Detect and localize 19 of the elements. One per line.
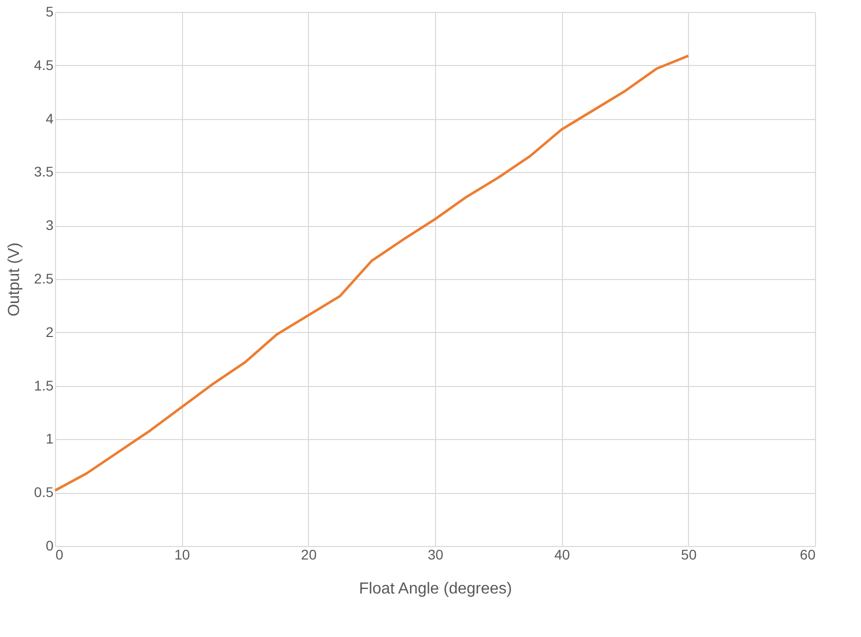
line-series <box>54 54 690 492</box>
x-tick-label: 30 <box>428 546 444 562</box>
y-tick-label: 3 <box>46 217 54 234</box>
y-tick-label: 2 <box>46 324 54 340</box>
y-tick-label: 3.5 <box>34 164 54 180</box>
y-tick-label: 5 <box>46 4 54 20</box>
x-tick-label: 20 <box>301 546 317 562</box>
x-tick-label: 40 <box>554 546 570 562</box>
x-tick-label: 10 <box>174 546 190 562</box>
y-tick-label: 4.5 <box>34 56 54 73</box>
y-tick-label: 2.5 <box>34 270 54 286</box>
y-tick-label: 1.5 <box>34 377 54 394</box>
y-axis-title: Output (V) <box>6 242 24 316</box>
x-tick-label: 50 <box>681 546 697 562</box>
x-axis-title: Float Angle (degrees) <box>359 580 512 598</box>
y-tick-label: 1 <box>46 430 54 447</box>
y-tick-label: 0.5 <box>34 484 54 500</box>
y-tick-label: 4 <box>46 110 54 126</box>
x-tick-label: 60 <box>800 546 816 562</box>
